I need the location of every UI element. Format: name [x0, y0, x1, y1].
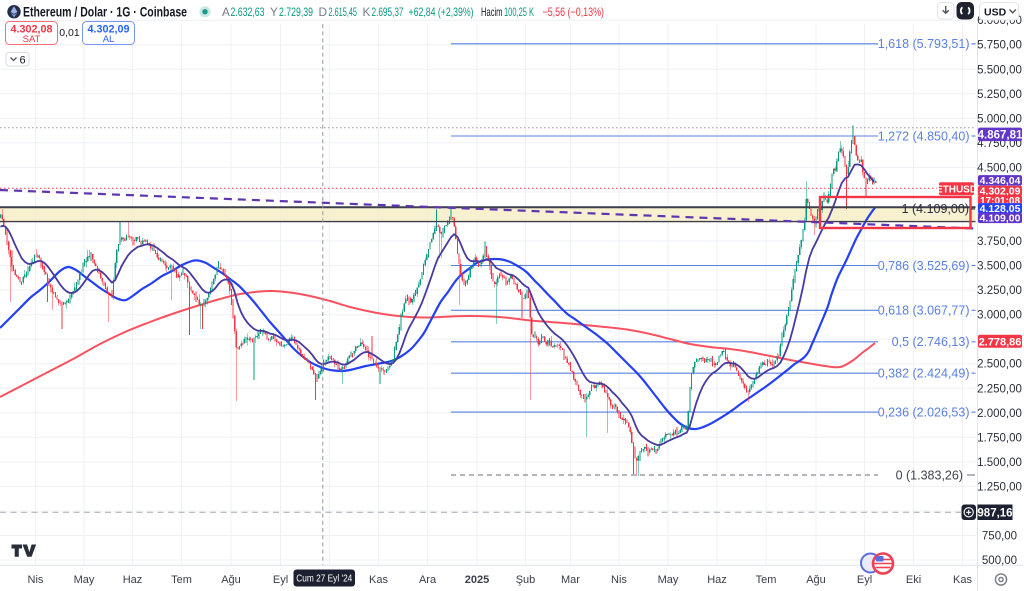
svg-text:K: K	[363, 5, 371, 19]
svg-text:Ara: Ara	[419, 574, 437, 586]
svg-text:0,786 (3.525,69): 0,786 (3.525,69)	[878, 259, 970, 273]
svg-text:Kas: Kas	[369, 574, 388, 586]
svg-text:May: May	[74, 574, 95, 586]
svg-text:−5,56 (−0,13%): −5,56 (−0,13%)	[543, 5, 605, 19]
svg-text:1.500,00: 1.500,00	[977, 457, 1022, 469]
svg-text:3.500,00: 3.500,00	[977, 261, 1022, 273]
svg-text:Ağu: Ağu	[806, 574, 826, 586]
svg-text:0,618 (3.067,77): 0,618 (3.067,77)	[878, 304, 970, 318]
svg-text:USD: USD	[984, 7, 1007, 19]
svg-text:AL: AL	[103, 34, 115, 45]
svg-text:5.500,00: 5.500,00	[977, 64, 1022, 76]
svg-text:5.750,00: 5.750,00	[977, 40, 1022, 52]
svg-text:Nis: Nis	[28, 574, 44, 586]
svg-text:Haz: Haz	[707, 574, 727, 586]
svg-text:ETHUSD: ETHUSD	[936, 184, 977, 195]
svg-text:5.000,00: 5.000,00	[977, 113, 1022, 125]
svg-text:1.250,00: 1.250,00	[977, 481, 1022, 493]
svg-text:2.615,45: 2.615,45	[329, 5, 358, 19]
svg-text:3.250,00: 3.250,00	[977, 285, 1022, 297]
svg-text:1,272 (4.850,40): 1,272 (4.850,40)	[878, 129, 970, 143]
svg-text:4.302,09: 4.302,09	[88, 24, 130, 36]
svg-text:2025: 2025	[465, 574, 489, 586]
svg-text:4.867,81: 4.867,81	[978, 129, 1023, 141]
svg-text:Tem: Tem	[756, 574, 777, 586]
svg-text:4.109,00: 4.109,00	[980, 213, 1021, 225]
svg-text:May: May	[658, 574, 679, 586]
svg-text:1.750,00: 1.750,00	[977, 432, 1022, 444]
svg-text:Şub: Şub	[516, 574, 536, 586]
svg-text:Hacim: Hacim	[481, 5, 503, 19]
svg-text:2.632,63: 2.632,63	[231, 5, 265, 19]
svg-text:5.250,00: 5.250,00	[977, 89, 1022, 101]
svg-text:987,16: 987,16	[977, 507, 1012, 519]
svg-text:Kas: Kas	[953, 574, 972, 586]
svg-text:Mar: Mar	[561, 574, 580, 586]
svg-text:500,00: 500,00	[982, 555, 1017, 567]
svg-text:2.500,00: 2.500,00	[977, 359, 1022, 371]
svg-text:+62,84 (+2,39%): +62,84 (+2,39%)	[409, 5, 474, 19]
svg-text:2.778,86: 2.778,86	[979, 336, 1022, 348]
svg-text:4.128,05: 4.128,05	[980, 203, 1021, 215]
svg-text:17:01:08: 17:01:08	[980, 196, 1020, 207]
svg-text:Eki: Eki	[906, 574, 921, 586]
svg-text:4.302,09: 4.302,09	[980, 186, 1021, 198]
svg-text:3.750,00: 3.750,00	[977, 236, 1022, 248]
svg-text:4.500,00: 4.500,00	[977, 162, 1022, 174]
svg-text:4.346,04: 4.346,04	[980, 175, 1021, 187]
svg-text:2.729,39: 2.729,39	[279, 5, 313, 19]
svg-text:2.000,00: 2.000,00	[977, 408, 1022, 420]
svg-text:4.302,08: 4.302,08	[11, 24, 53, 36]
svg-text:2.695,37: 2.695,37	[372, 5, 404, 19]
svg-text:2.250,00: 2.250,00	[977, 383, 1022, 395]
svg-text:1 (4.109,00): 1 (4.109,00)	[902, 202, 969, 216]
svg-text:Haz: Haz	[123, 574, 143, 586]
svg-text:Eyl: Eyl	[857, 574, 872, 586]
svg-text:750,00: 750,00	[982, 531, 1017, 543]
svg-text:Cum 27 Eyl '24: Cum 27 Eyl '24	[296, 573, 352, 584]
svg-text:A: A	[222, 5, 230, 19]
svg-text:0,382 (2.424,49): 0,382 (2.424,49)	[878, 367, 970, 381]
svg-text:Eyl: Eyl	[273, 574, 288, 586]
svg-text:D: D	[319, 5, 328, 19]
svg-text:1,618 (5.793,51): 1,618 (5.793,51)	[878, 37, 970, 51]
svg-text:Tem: Tem	[171, 574, 192, 586]
svg-text:3.000,00: 3.000,00	[977, 310, 1022, 322]
svg-text:Y: Y	[270, 5, 278, 19]
svg-text:Ethereum / Dolar · 1G · Coinba: Ethereum / Dolar · 1G · Coinbase	[23, 5, 187, 20]
svg-text:Nis: Nis	[611, 574, 627, 586]
svg-text:SAT: SAT	[23, 34, 41, 45]
svg-text:0,5 (2.746,13): 0,5 (2.746,13)	[892, 335, 970, 349]
svg-text:0,01: 0,01	[59, 27, 80, 39]
svg-text:6: 6	[20, 55, 26, 67]
svg-text:Ağu: Ağu	[221, 574, 241, 586]
svg-text:0,236 (2.026,53): 0,236 (2.026,53)	[878, 405, 970, 419]
svg-text:0 (1.383,26): 0 (1.383,26)	[896, 468, 963, 482]
svg-text:100,25 K: 100,25 K	[504, 5, 534, 19]
